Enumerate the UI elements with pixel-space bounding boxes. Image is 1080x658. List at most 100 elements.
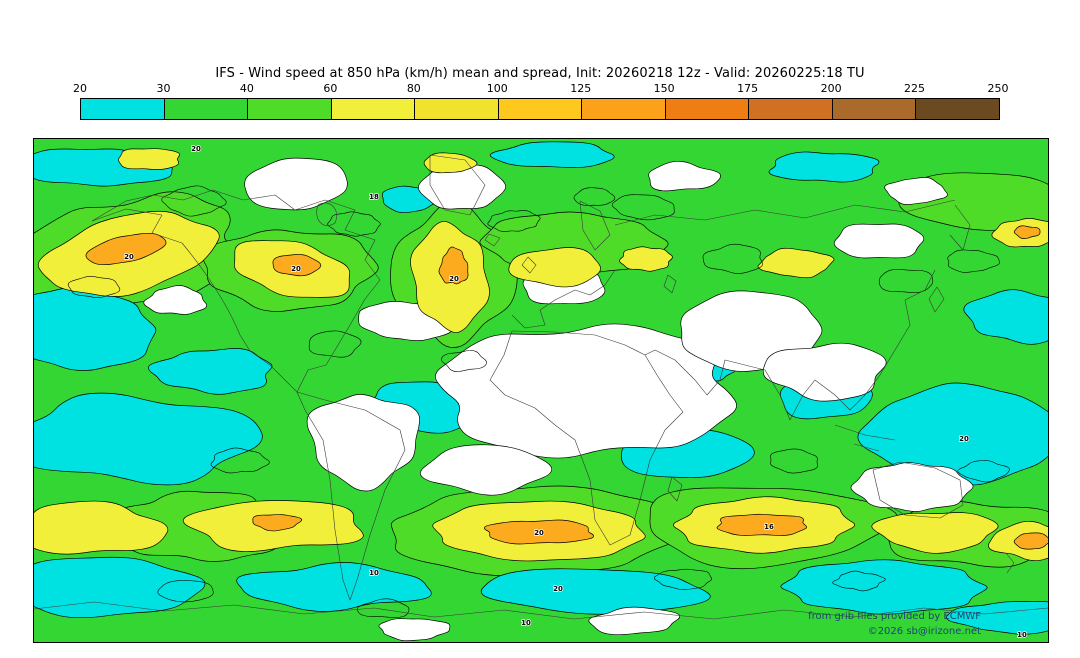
color-scale-segment bbox=[916, 99, 1000, 119]
coastline-europe bbox=[511, 269, 616, 329]
wind-region-k bbox=[357, 598, 410, 618]
wind-region-k bbox=[487, 210, 541, 232]
color-scale-tick: 20 bbox=[73, 82, 87, 95]
chart-title: IFS - Wind speed at 850 hPa (km/h) mean … bbox=[215, 66, 865, 81]
color-scale-tick: 80 bbox=[406, 82, 421, 95]
attribution: from grib files provided by ECMWF ©2026 … bbox=[808, 609, 981, 639]
wind-region-c bbox=[857, 382, 1048, 486]
wind-region-o bbox=[716, 513, 807, 536]
coastline-australia bbox=[872, 461, 964, 519]
coastline-africa bbox=[489, 330, 684, 546]
wind-region-k bbox=[957, 460, 1010, 483]
contour-label: 20 bbox=[124, 253, 134, 261]
wind-region-c bbox=[489, 141, 615, 168]
color-scale-tick: 30 bbox=[156, 82, 171, 95]
color-scale-tick: 250 bbox=[987, 82, 1009, 95]
wind-region-k bbox=[770, 448, 818, 474]
map-frame: 20 20 20 18 20 20 10 20 10 10 16 20 from grib files… bbox=[33, 138, 1049, 643]
wind-region-o bbox=[252, 514, 303, 532]
color-scale-segment bbox=[749, 99, 833, 119]
contour-label: 20 bbox=[191, 145, 201, 153]
wind-region-k bbox=[947, 249, 1000, 273]
color-scale-ticks: 20 30 40 60 80 100 125 150 175 200 225 250 bbox=[73, 82, 1009, 96]
color-scale-segment bbox=[415, 99, 499, 119]
wind-region-c bbox=[34, 556, 206, 619]
wind-region-w bbox=[435, 323, 737, 459]
wind-region-w bbox=[648, 160, 721, 192]
color-scale-segment bbox=[81, 99, 165, 119]
wind-region-w bbox=[884, 177, 948, 205]
color-scale-tick: 175 bbox=[737, 82, 759, 95]
wind-region-k bbox=[702, 243, 763, 274]
wind-region-k bbox=[611, 194, 675, 221]
wind-region-c bbox=[963, 289, 1048, 345]
coastline-madagascar bbox=[667, 476, 683, 502]
coastline-british-isles bbox=[521, 256, 537, 274]
wind-region-c bbox=[768, 151, 880, 183]
color-scale-tick: 60 bbox=[323, 82, 338, 95]
color-scale-bar bbox=[80, 98, 1000, 120]
wind-field-layer bbox=[34, 141, 1048, 642]
color-scale: 20 30 40 60 80 100 125 150 175 200 225 250 bbox=[73, 82, 1009, 120]
color-scale-segment bbox=[832, 99, 917, 119]
color-scale-segment bbox=[498, 99, 583, 119]
wind-region-w bbox=[762, 342, 887, 402]
wind-region-y bbox=[508, 247, 601, 288]
contour-label: 16 bbox=[764, 523, 774, 531]
coastline-greenland bbox=[429, 154, 486, 216]
wind-region-o bbox=[484, 519, 594, 545]
wind-region-k bbox=[832, 570, 886, 592]
coastlines bbox=[34, 154, 1048, 620]
coastline-japan bbox=[928, 286, 945, 313]
coastline-south-america bbox=[296, 391, 406, 601]
color-scale-segment bbox=[582, 99, 666, 119]
contour-label: 18 bbox=[369, 193, 379, 201]
wind-region-c bbox=[34, 287, 157, 371]
wind-region-o bbox=[438, 246, 469, 285]
wind-region-o bbox=[272, 254, 322, 277]
wind-region-w bbox=[378, 618, 451, 642]
contour-label: 20 bbox=[449, 275, 459, 283]
wind-region-o bbox=[85, 232, 167, 266]
wind-region-y bbox=[871, 512, 999, 554]
contour-labels-layer: 20 20 20 18 20 20 10 20 10 10 16 20 bbox=[123, 144, 1027, 639]
wind-region-k bbox=[67, 275, 121, 299]
wind-region-y bbox=[757, 247, 835, 279]
wind-region-k bbox=[157, 580, 214, 603]
color-scale-tick: 150 bbox=[653, 82, 675, 95]
color-scale-tick: 125 bbox=[570, 82, 592, 95]
wind-region-y bbox=[34, 500, 169, 555]
wind-region-k bbox=[654, 568, 713, 591]
coastline-kamchatka bbox=[949, 204, 971, 251]
attribution-source: from grib files provided by ECMWF bbox=[808, 611, 981, 622]
wind-region-y bbox=[423, 152, 478, 174]
wind-region-w bbox=[244, 157, 348, 211]
wind-region-w bbox=[306, 394, 421, 492]
attribution-copyright: ©2026 sb@irizone.net bbox=[867, 626, 981, 637]
contour-label: 20 bbox=[959, 435, 969, 443]
wind-region-k bbox=[878, 268, 934, 294]
contour-label: 10 bbox=[521, 619, 531, 627]
wind-region-c bbox=[34, 392, 263, 486]
color-scale-segment bbox=[248, 99, 332, 119]
coastline-indonesia bbox=[834, 424, 896, 452]
wind-region-y bbox=[619, 246, 673, 272]
wind-region-o bbox=[1013, 532, 1048, 550]
wind-region-w bbox=[850, 462, 974, 512]
wind-region-k bbox=[210, 447, 270, 474]
contour-label: 10 bbox=[369, 569, 379, 577]
wind-region-c bbox=[780, 559, 988, 615]
wind-region-k bbox=[441, 350, 487, 372]
wind-region-c bbox=[148, 348, 273, 395]
wind-region-o bbox=[1013, 225, 1041, 239]
wind-region-c bbox=[946, 600, 1048, 635]
coastline-asia-north bbox=[614, 199, 956, 226]
contour-label: 20 bbox=[534, 529, 544, 537]
wind-region-w bbox=[143, 285, 208, 315]
contour-label: 20 bbox=[553, 585, 563, 593]
wind-region-k bbox=[327, 211, 381, 237]
coastline-caspian-sea bbox=[663, 274, 677, 294]
wind-region-w bbox=[419, 444, 553, 496]
coastline-iceland bbox=[484, 233, 501, 247]
color-scale-segment bbox=[331, 99, 416, 119]
